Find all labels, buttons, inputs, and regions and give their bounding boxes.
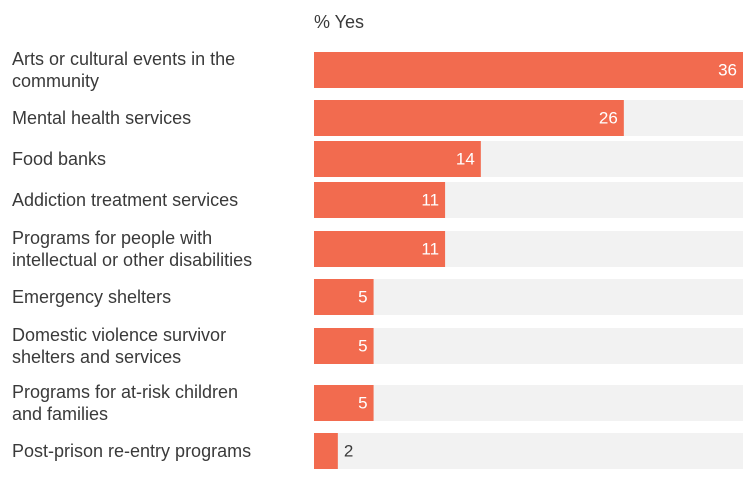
category-label: Food banks [12,149,106,169]
bar-track [314,433,743,469]
category-label: Domestic violence survivor shelters and s… [12,325,226,367]
bar-row: 26 Mental health services [12,100,743,136]
bar-row: 11 Programs for people with intellectual o… [12,228,743,270]
category-label: Mental health services [12,108,191,128]
bar-row: 5 Domestic violence survivor shelters and … [12,325,743,367]
bar-row: 36 Arts or cultural events in the communit… [12,49,743,91]
data-label: 11 [421,240,439,259]
bar [314,52,743,88]
bar-row: 5 Emergency shelters [12,279,743,315]
bar-rows: 36 Arts or cultural events in the communit… [12,49,743,469]
bar [314,385,374,421]
data-label: 36 [718,61,737,80]
bar [314,231,446,267]
category-label: Programs for people with intellectual or … [12,228,252,270]
data-label: 26 [599,109,618,128]
bar [314,100,624,136]
bar-track [314,279,743,315]
bar-row: 2 Post-prison re-entry programs [12,433,743,469]
data-label: 5 [358,394,367,413]
bar [314,182,446,218]
bar-track [314,385,743,421]
category-label: Programs for at-risk children and familie… [12,382,238,424]
bar [314,328,374,364]
category-label: Post-prison re-entry programs [12,441,251,461]
chart-header: % Yes [314,12,364,32]
bar [314,279,374,315]
bar [314,141,481,177]
bar [314,433,338,469]
bar-row: 11 Addiction treatment services [12,182,743,218]
bar-track [314,328,743,364]
category-label: Addiction treatment services [12,190,238,210]
data-label: 2 [344,442,353,461]
category-label: Arts or cultural events in the community [12,49,235,91]
category-label: Emergency shelters [12,287,171,307]
bar-row: 14 Food banks [12,141,743,177]
data-label: 14 [456,150,475,169]
bar-row: 5 Programs for at-risk children and famili… [12,382,743,424]
data-label: 11 [421,191,439,210]
data-label: 5 [358,288,367,307]
data-label: 5 [358,337,367,356]
